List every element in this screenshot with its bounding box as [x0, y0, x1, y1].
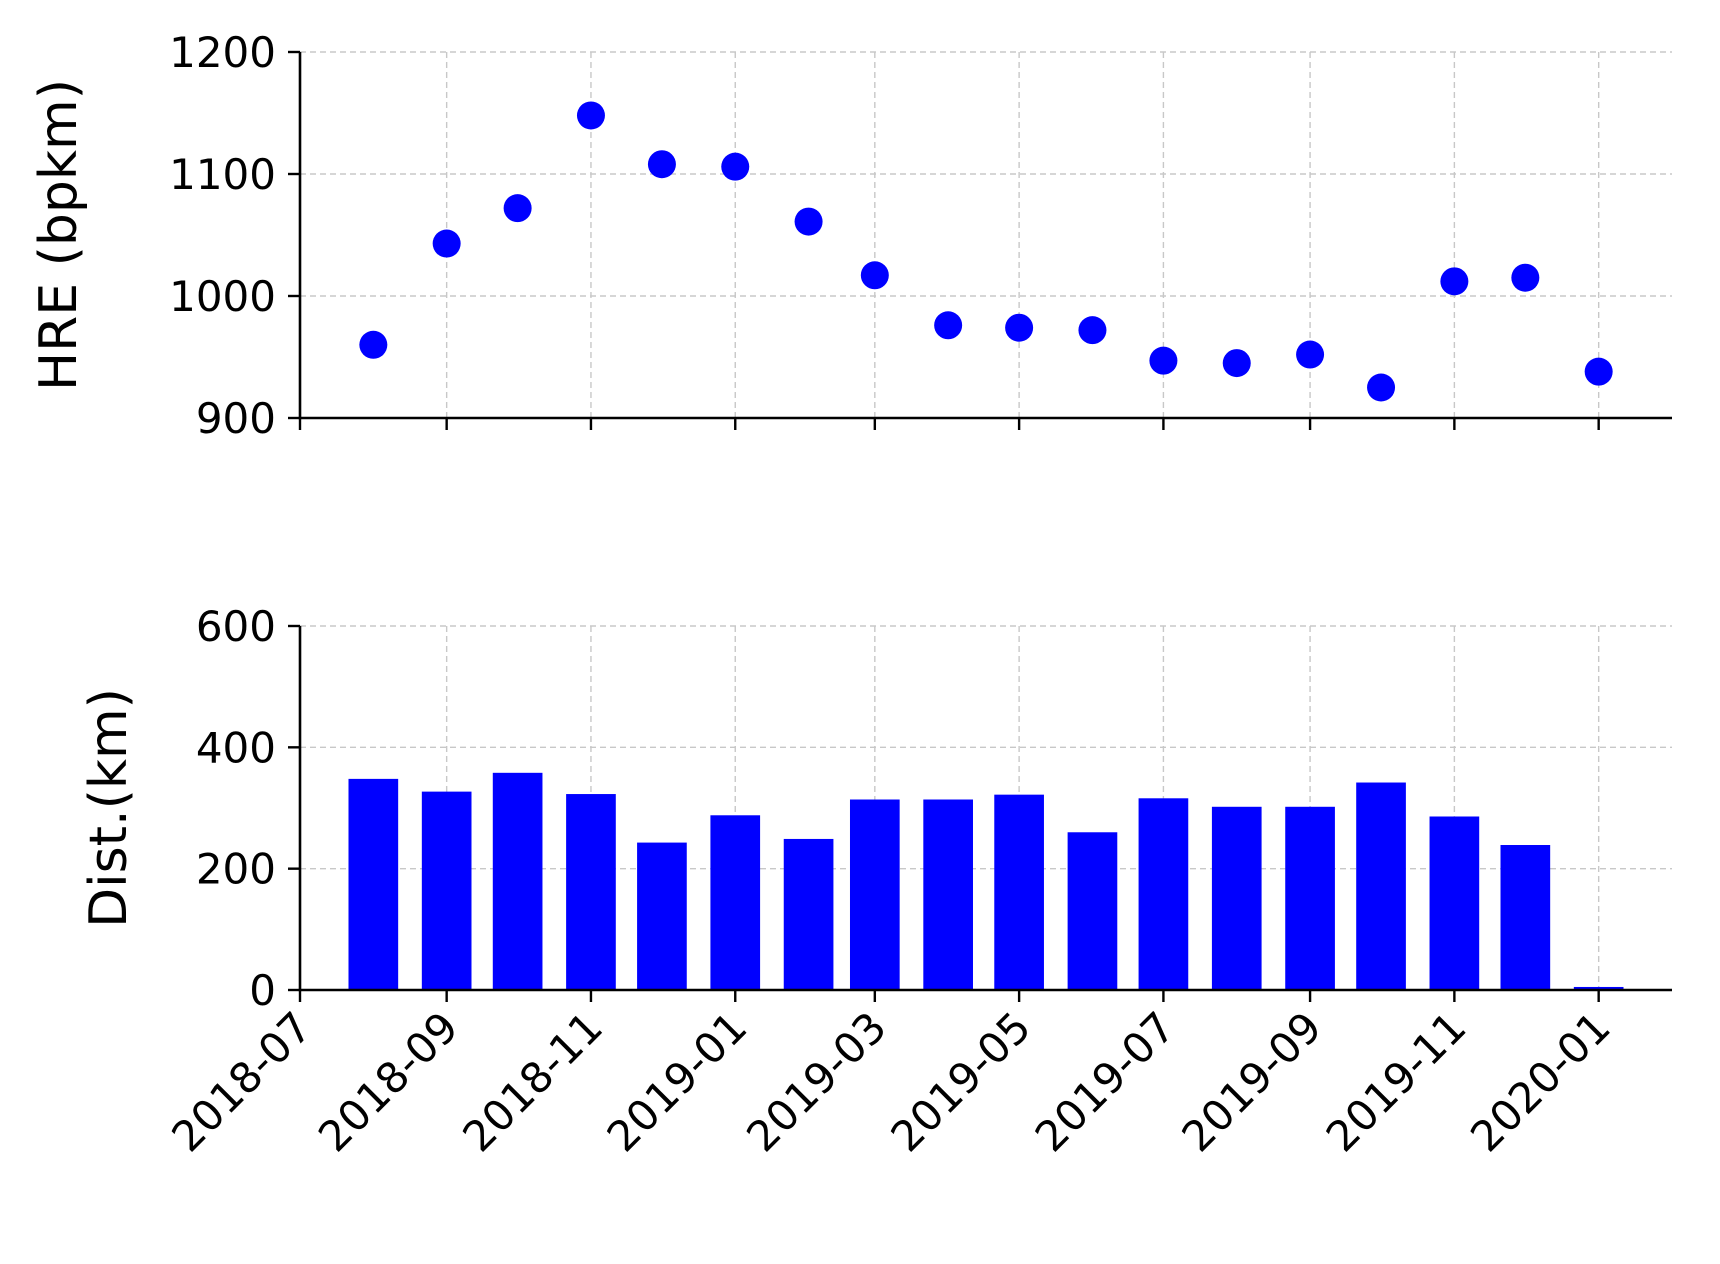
- xtick-label-2020-01: 2020-01: [1461, 1002, 1620, 1161]
- xtick-label-2018-11: 2018-11: [453, 1002, 612, 1161]
- dist-bar-14: [1285, 806, 1335, 990]
- dist-bar-1: [348, 778, 399, 990]
- xtick-label-2018-09: 2018-09: [309, 1002, 468, 1161]
- hre-ytick-label-1200: 1200: [169, 28, 276, 77]
- dist-bar-10: [994, 794, 1044, 990]
- dist-bar-4: [566, 794, 616, 990]
- hre-point-10: [1005, 313, 1034, 342]
- xtick-label-2019-07: 2019-07: [1026, 1002, 1185, 1161]
- hre-point-6: [721, 152, 750, 181]
- dist-ytick-label-0: 0: [249, 966, 276, 1015]
- distance-bar-panel: 0 200 400 600 Dist.(km) 2018-072018-092018-11…: [79, 602, 1672, 1161]
- hre-point-3: [503, 194, 532, 223]
- dist-ytick-label-600: 600: [196, 602, 276, 651]
- hre-point-4: [576, 101, 605, 130]
- dist-bar-6: [710, 815, 761, 990]
- hre-point-18: [1584, 357, 1613, 386]
- dist-bar-3: [492, 772, 543, 990]
- hre-point-11: [1078, 316, 1107, 345]
- dist-bar-18: [1573, 986, 1624, 990]
- dist-bar-16: [1429, 816, 1480, 990]
- hre-ytick-label-1100: 1100: [169, 150, 276, 199]
- dist-bar-2: [421, 791, 472, 990]
- hre-point-14: [1296, 340, 1325, 369]
- xtick-label-2018-07: 2018-07: [162, 1002, 321, 1161]
- dist-bar-9: [923, 799, 973, 990]
- xtick-label-2019-05: 2019-05: [881, 1002, 1040, 1161]
- dist-bar-8: [849, 799, 900, 990]
- xtick-label-2019-09: 2019-09: [1172, 1002, 1331, 1161]
- hre-point-13: [1222, 349, 1251, 378]
- hre-point-5: [647, 150, 676, 179]
- hre-point-16: [1440, 267, 1469, 296]
- hre-point-9: [934, 311, 963, 340]
- dist-bar-17: [1500, 845, 1551, 990]
- dist-bar-15: [1356, 782, 1406, 990]
- hre-point-1: [359, 330, 388, 359]
- hre-point-15: [1367, 373, 1396, 402]
- xtick-label-2019-11: 2019-11: [1317, 1002, 1476, 1161]
- hre-ytick-label-1000: 1000: [169, 272, 276, 321]
- hre-point-8: [860, 261, 889, 290]
- dist-bar-13: [1211, 806, 1262, 990]
- hre-point-12: [1149, 346, 1178, 375]
- hre-point-2: [432, 229, 461, 258]
- dist-bar-12: [1138, 798, 1189, 990]
- hre-ytick-label-900: 900: [196, 394, 276, 443]
- hre-point-7: [794, 207, 823, 236]
- dist-y-axis-title: Dist.(km): [79, 688, 139, 928]
- dist-bar-7: [783, 838, 834, 990]
- hre-y-axis-title: HRE (bpkm): [29, 79, 89, 391]
- dist-bar-11: [1067, 832, 1118, 990]
- xtick-label-2019-01: 2019-01: [598, 1002, 757, 1161]
- hre-point-17: [1511, 263, 1540, 292]
- dist-ytick-label-200: 200: [196, 845, 276, 894]
- dist-ytick-label-400: 400: [196, 723, 276, 772]
- xtick-label-2019-03: 2019-03: [737, 1002, 896, 1161]
- hre-scatter-panel: 900 1000 1100 1200 HRE (bpkm): [29, 28, 1672, 443]
- dist-bar-5: [637, 842, 687, 990]
